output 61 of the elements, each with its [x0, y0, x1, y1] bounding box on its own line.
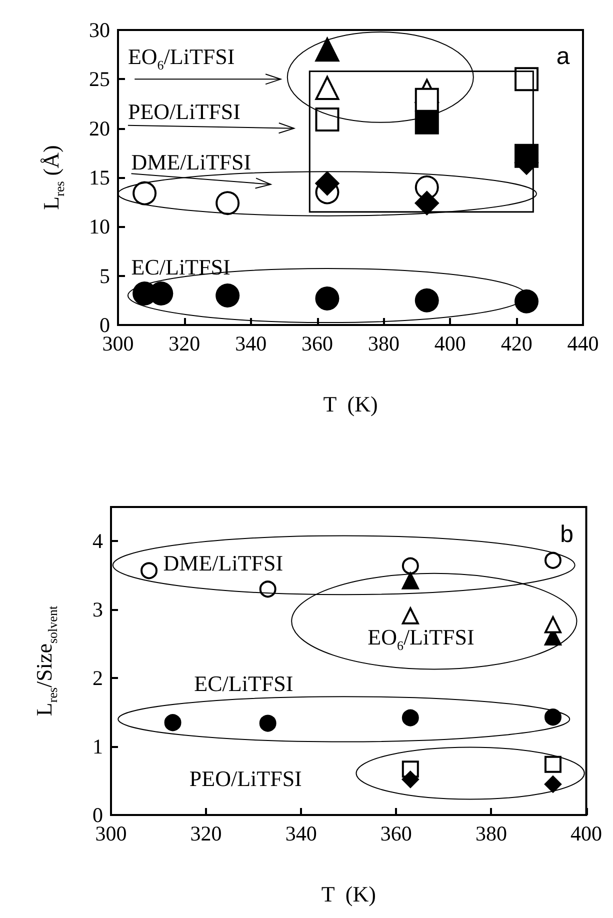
annotation: b — [560, 520, 574, 548]
annotation: EC/LiTFSI — [131, 254, 230, 280]
y-tick-label: 25 — [89, 67, 110, 92]
annotation: DME/LiTFSI — [131, 149, 252, 174]
annotation: EC/LiTFSI — [194, 671, 294, 696]
y-axis-title: Lres (Å) — [38, 145, 67, 210]
x-tick-label: 360 — [302, 332, 334, 356]
point — [544, 552, 562, 569]
y-tick-label: 5 — [100, 264, 110, 288]
y-tick-label: 2 — [92, 666, 103, 690]
point — [402, 770, 419, 788]
point — [259, 714, 276, 732]
point — [414, 191, 439, 216]
x-tick-label: 320 — [168, 332, 200, 356]
point — [402, 572, 419, 590]
point — [414, 88, 439, 112]
point — [402, 557, 419, 574]
x-tick-label: 400 — [570, 822, 602, 846]
point — [216, 284, 240, 308]
x-tick-label: 360 — [380, 822, 412, 846]
x-tick-label: 400 — [434, 332, 466, 356]
y-tick-label: 30 — [89, 18, 110, 42]
point — [259, 580, 276, 598]
point — [315, 38, 340, 62]
point — [164, 714, 182, 732]
y-tick-label: 15 — [89, 166, 110, 190]
point — [514, 289, 539, 314]
x-axis-title: T (K) — [321, 882, 376, 906]
point — [315, 107, 340, 132]
point — [140, 562, 158, 580]
x-tick-label: 380 — [368, 332, 400, 356]
x-axis-title: T (K) — [323, 392, 378, 416]
point — [315, 76, 340, 100]
y-tick-label: 10 — [89, 214, 110, 239]
x-tick-label: 340 — [285, 822, 317, 846]
y-tick-label: 1 — [92, 734, 103, 759]
point — [544, 776, 562, 793]
point — [414, 288, 439, 312]
point — [216, 191, 240, 216]
annotation: PEO/LiTFSI — [128, 99, 240, 124]
y-tick-label: 3 — [92, 598, 103, 622]
y-axis-title: Lres/Sizesolvent — [32, 606, 60, 716]
x-tick-label: 380 — [475, 822, 507, 846]
point — [544, 756, 562, 773]
point — [315, 171, 340, 196]
y-tick-label: 4 — [92, 529, 104, 554]
annotation: a — [556, 43, 570, 70]
x-tick-label: 320 — [190, 822, 222, 846]
y-tick-label: 20 — [89, 116, 110, 140]
point — [402, 709, 419, 726]
point — [315, 286, 340, 310]
annotation: PEO/LiTFSI — [189, 766, 302, 792]
point — [544, 616, 562, 634]
x-tick-label: 340 — [235, 332, 267, 356]
point — [132, 181, 157, 206]
x-tick-label: 420 — [500, 332, 532, 356]
point — [402, 607, 419, 624]
x-tick-label: 440 — [567, 332, 599, 356]
point — [414, 110, 439, 134]
annotation: DME/LiTFSI — [163, 550, 284, 576]
point — [544, 708, 562, 726]
